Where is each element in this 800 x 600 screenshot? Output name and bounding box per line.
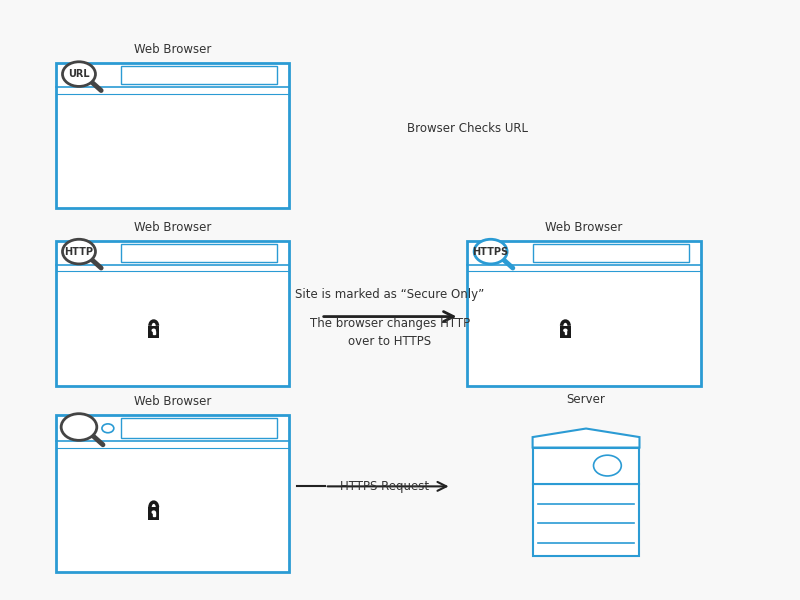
Bar (148, 326, 159, 338)
Text: URL: URL (68, 69, 90, 79)
Bar (559, 326, 571, 338)
Bar (56, 64, 289, 208)
Bar (121, 244, 278, 262)
Bar (56, 415, 289, 572)
Polygon shape (533, 428, 639, 448)
Circle shape (67, 424, 79, 433)
Circle shape (85, 424, 96, 433)
Circle shape (102, 424, 114, 433)
Text: Web Browser: Web Browser (134, 221, 211, 234)
Bar (533, 484, 639, 556)
Text: Site is marked as “Secure Only”: Site is marked as “Secure Only” (295, 287, 484, 301)
Circle shape (594, 455, 622, 476)
Circle shape (474, 239, 507, 264)
Circle shape (152, 511, 155, 514)
Text: HTTP: HTTP (65, 247, 94, 257)
Text: Web Browser: Web Browser (546, 221, 622, 234)
Bar (148, 507, 159, 520)
Text: HTTPS Request: HTTPS Request (340, 480, 429, 493)
Circle shape (61, 413, 97, 440)
Bar (153, 331, 154, 334)
Text: Web Browser: Web Browser (134, 43, 211, 56)
Text: Web Browser: Web Browser (134, 395, 211, 408)
Text: Server: Server (566, 393, 606, 406)
Bar (121, 66, 278, 85)
Circle shape (62, 239, 95, 264)
Text: HTTPS: HTTPS (473, 247, 509, 257)
Bar (153, 512, 154, 516)
Bar (533, 448, 639, 484)
Text: Browser Checks URL: Browser Checks URL (406, 122, 528, 135)
Bar (56, 241, 289, 386)
Circle shape (62, 62, 95, 86)
Circle shape (564, 329, 567, 331)
Bar (533, 244, 689, 262)
Bar (467, 241, 701, 386)
Bar (121, 418, 278, 438)
Bar (565, 331, 566, 334)
Text: The browser changes HTTP
over to HTTPS: The browser changes HTTP over to HTTPS (310, 317, 470, 348)
Circle shape (152, 329, 155, 331)
